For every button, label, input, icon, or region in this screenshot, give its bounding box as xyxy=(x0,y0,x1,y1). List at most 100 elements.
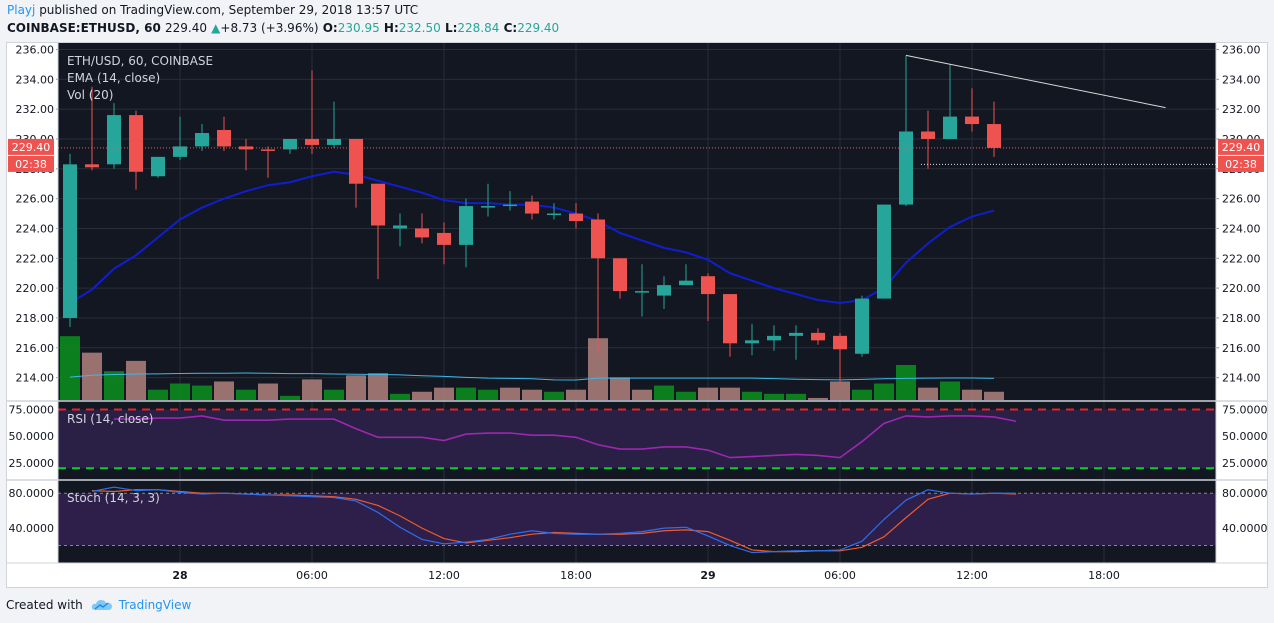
rsi-tick-label-left: 25.0000 xyxy=(9,457,55,470)
candle-body xyxy=(877,204,891,299)
candle-body xyxy=(393,225,407,229)
volume-bar xyxy=(830,381,850,400)
candle-body xyxy=(591,219,605,259)
price-tick-label-left: 236.00 xyxy=(16,43,55,56)
volume-bar xyxy=(544,391,564,400)
volume-bar xyxy=(764,393,784,400)
volume-bar xyxy=(500,387,520,400)
publish-info: Playj published on TradingView.com, Sept… xyxy=(7,3,418,17)
candle-body xyxy=(767,335,781,341)
candle-body xyxy=(107,115,121,165)
candle-body xyxy=(349,138,363,184)
stoch-tick-label-right: 40.0000 xyxy=(1222,522,1268,535)
volume-bar xyxy=(280,395,300,400)
rsi-tick-label-left: 50.0000 xyxy=(9,430,55,443)
rsi-tick-label-right: 25.0000 xyxy=(1222,457,1268,470)
volume-bar xyxy=(588,338,608,400)
candle xyxy=(173,116,187,160)
candle-body xyxy=(855,298,869,354)
candle xyxy=(525,195,539,220)
candle-body xyxy=(129,115,143,172)
volume-bar xyxy=(236,389,256,400)
volume-bar xyxy=(676,391,696,400)
candle xyxy=(613,258,627,299)
candle xyxy=(679,264,693,286)
candle xyxy=(261,146,275,178)
candle xyxy=(481,183,495,217)
chart-title: ETH/USD, 60, COINBASE xyxy=(67,54,213,68)
stoch-tick-label-left: 40.0000 xyxy=(9,522,55,535)
volume-bar xyxy=(192,385,212,400)
candle-body xyxy=(283,138,297,150)
candle xyxy=(437,222,451,265)
volume-bar xyxy=(148,389,168,400)
candle xyxy=(305,70,319,154)
last-price-label-left: 229.40 xyxy=(12,141,51,154)
candle-body xyxy=(745,340,759,344)
candle-body xyxy=(437,232,451,245)
candle xyxy=(393,213,407,247)
time-tick-label: 28 xyxy=(172,569,187,582)
tradingview-link[interactable]: TradingView xyxy=(118,598,192,612)
candle-body xyxy=(569,213,583,221)
candle-body xyxy=(965,116,979,125)
candle xyxy=(723,294,737,357)
candle-body xyxy=(85,164,99,168)
stoch-tick-label-right: 80.0000 xyxy=(1222,487,1268,500)
candle xyxy=(85,86,99,171)
chart-canvas[interactable]: 236.00236.00234.00234.00232.00232.00230.… xyxy=(6,42,1268,588)
candle xyxy=(657,276,671,310)
time-tick-label: 29 xyxy=(700,569,715,582)
candle-body xyxy=(503,204,517,207)
candle xyxy=(415,213,429,244)
candle-body xyxy=(415,228,429,238)
price-tick-label-right: 236.00 xyxy=(1222,43,1261,56)
volume-bar xyxy=(632,389,652,400)
price-tick-label-right: 216.00 xyxy=(1222,342,1261,355)
price-tick-label-right: 222.00 xyxy=(1222,252,1261,265)
volume-bar xyxy=(654,385,674,400)
author-link[interactable]: Playj xyxy=(7,3,36,17)
price-tick-label-left: 214.00 xyxy=(16,372,55,385)
price-tick-label-left: 234.00 xyxy=(16,73,55,86)
volume-bar xyxy=(126,360,146,400)
price-tick-label-right: 232.00 xyxy=(1222,103,1261,116)
countdown-label-right: 02:38 xyxy=(1225,158,1257,171)
plot-background xyxy=(58,42,1216,563)
candle-body xyxy=(151,156,165,177)
candle xyxy=(811,328,825,345)
volume-bar xyxy=(60,336,80,400)
candle xyxy=(129,110,143,190)
candle-body xyxy=(327,138,341,145)
price-tick-label-left: 224.00 xyxy=(16,222,55,235)
rsi-tick-label-right: 50.0000 xyxy=(1222,430,1268,443)
close-value: 229.40 xyxy=(517,21,560,35)
symbol-ohlc-bar: COINBASE:ETHUSD, 60 229.40 ▲+8.73 (+3.96… xyxy=(7,21,559,35)
candle xyxy=(789,325,803,360)
candle xyxy=(921,110,935,169)
rsi-tick-label-right: 75.0000 xyxy=(1222,403,1268,416)
volume-bar xyxy=(478,389,498,400)
outer-border xyxy=(6,42,1268,588)
candle-body xyxy=(921,131,935,139)
candle-body xyxy=(635,291,649,293)
price-tick-label-right: 224.00 xyxy=(1222,222,1261,235)
stoch-legend: Stoch (14, 3, 3) xyxy=(67,491,160,505)
price-tick-label-left: 232.00 xyxy=(16,103,55,116)
open-value: 230.95 xyxy=(337,21,380,35)
candle-body xyxy=(943,116,957,139)
candle-body xyxy=(789,332,803,336)
candle-body xyxy=(525,201,539,214)
volume-bar xyxy=(324,389,344,400)
symbol-label: COINBASE:ETHUSD, 60 xyxy=(7,21,161,35)
candle xyxy=(371,183,385,280)
volume-bar xyxy=(390,393,410,400)
rsi-line xyxy=(114,415,1017,459)
candle xyxy=(701,273,715,321)
volume-bar xyxy=(346,375,366,400)
indicator-legend: Vol (20) xyxy=(67,88,113,102)
volume-bar xyxy=(456,387,476,400)
candle xyxy=(965,88,979,132)
candles xyxy=(63,55,1001,386)
last-price-label-right: 229.40 xyxy=(1222,141,1261,154)
